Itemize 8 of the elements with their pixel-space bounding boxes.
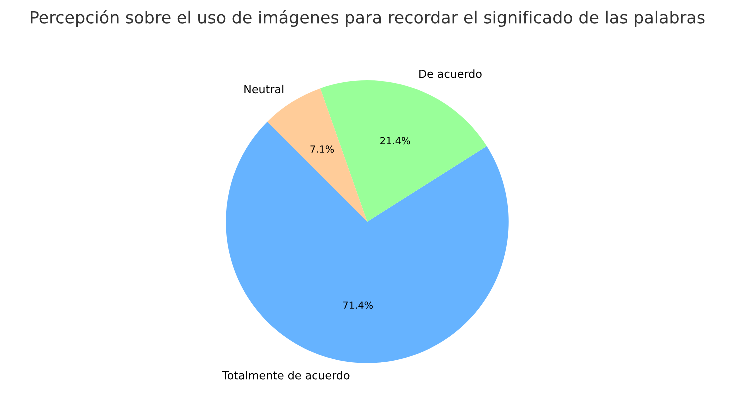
data-label: 21.4%: [380, 137, 410, 145]
chart-title: Percepción sobre el uso de imágenes para recordar el significado de las palabras: [31, 10, 705, 28]
data-label: 7.1%: [310, 146, 334, 153]
slice-label: Neutral: [244, 84, 284, 94]
pie-slice: [226, 122, 509, 364]
slice-label: Totalmente de acuerdo: [222, 371, 350, 380]
data-label: 71.4%: [343, 302, 374, 310]
slice-label: De acuerdo: [420, 70, 482, 78]
